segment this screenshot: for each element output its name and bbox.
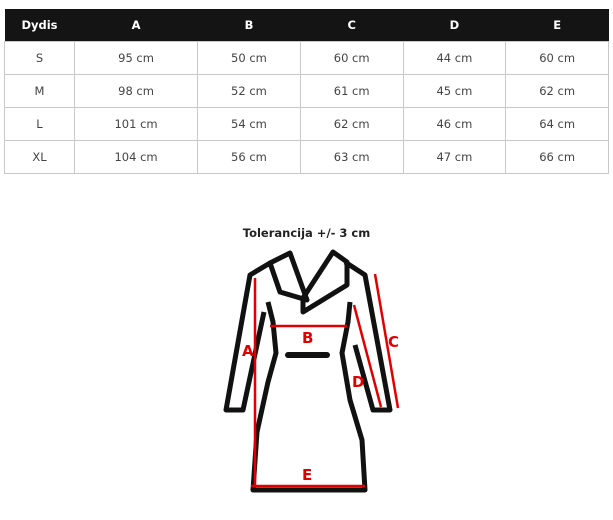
header-d: D	[403, 9, 506, 42]
label-c: C	[388, 333, 399, 351]
size-cell: M	[4, 74, 75, 108]
table-row: L 101 cm 54 cm 62 cm 46 cm 64 cm	[4, 107, 609, 141]
label-d: D	[352, 373, 364, 391]
measurement-cell: 62 cm	[505, 74, 609, 108]
table-row: XL 104 cm 56 cm 63 cm 47 cm 66 cm	[4, 140, 609, 174]
measurement-cell: 63 cm	[299, 140, 404, 174]
measurement-cell: 64 cm	[505, 107, 609, 141]
label-b: B	[302, 329, 313, 347]
measure-d	[352, 304, 383, 408]
label-a: A	[242, 342, 254, 360]
measurement-cell: 61 cm	[299, 74, 404, 108]
table-header-row: Dydis A B C D E	[4, 9, 609, 42]
measurement-cell: 66 cm	[505, 140, 609, 174]
dress-outline	[223, 249, 393, 493]
measurement-cell: 45 cm	[402, 74, 507, 108]
measure-lines	[251, 273, 400, 488]
label-e: E	[302, 466, 312, 484]
tolerance-title: Tolerancija +/- 3 cm	[242, 226, 371, 240]
measurement-cell: 95 cm	[73, 41, 199, 75]
table-row: M 98 cm 52 cm 61 cm 45 cm 62 cm	[4, 74, 609, 108]
measurement-cell: 52 cm	[197, 74, 301, 108]
measurement-cell: 98 cm	[73, 74, 199, 108]
measurement-cell: 104 cm	[73, 140, 199, 174]
size-cell: L	[4, 107, 75, 141]
measure-c	[373, 273, 400, 409]
size-cell: XL	[4, 140, 75, 174]
header-e: E	[505, 9, 609, 42]
measurement-cell: 60 cm	[505, 41, 609, 75]
size-table: Dydis A B C D E S 95 cm 50 cm 60 cm 44 cm 60 …	[4, 9, 609, 174]
header-a: A	[74, 9, 198, 42]
header-size: Dydis	[4, 9, 75, 42]
header-b: B	[197, 9, 301, 42]
measurement-cell: 54 cm	[197, 107, 301, 141]
measurement-cell: 47 cm	[402, 140, 507, 174]
header-c: C	[300, 9, 404, 42]
measurement-cell: 50 cm	[197, 41, 301, 75]
measurement-cell: 46 cm	[402, 107, 507, 141]
